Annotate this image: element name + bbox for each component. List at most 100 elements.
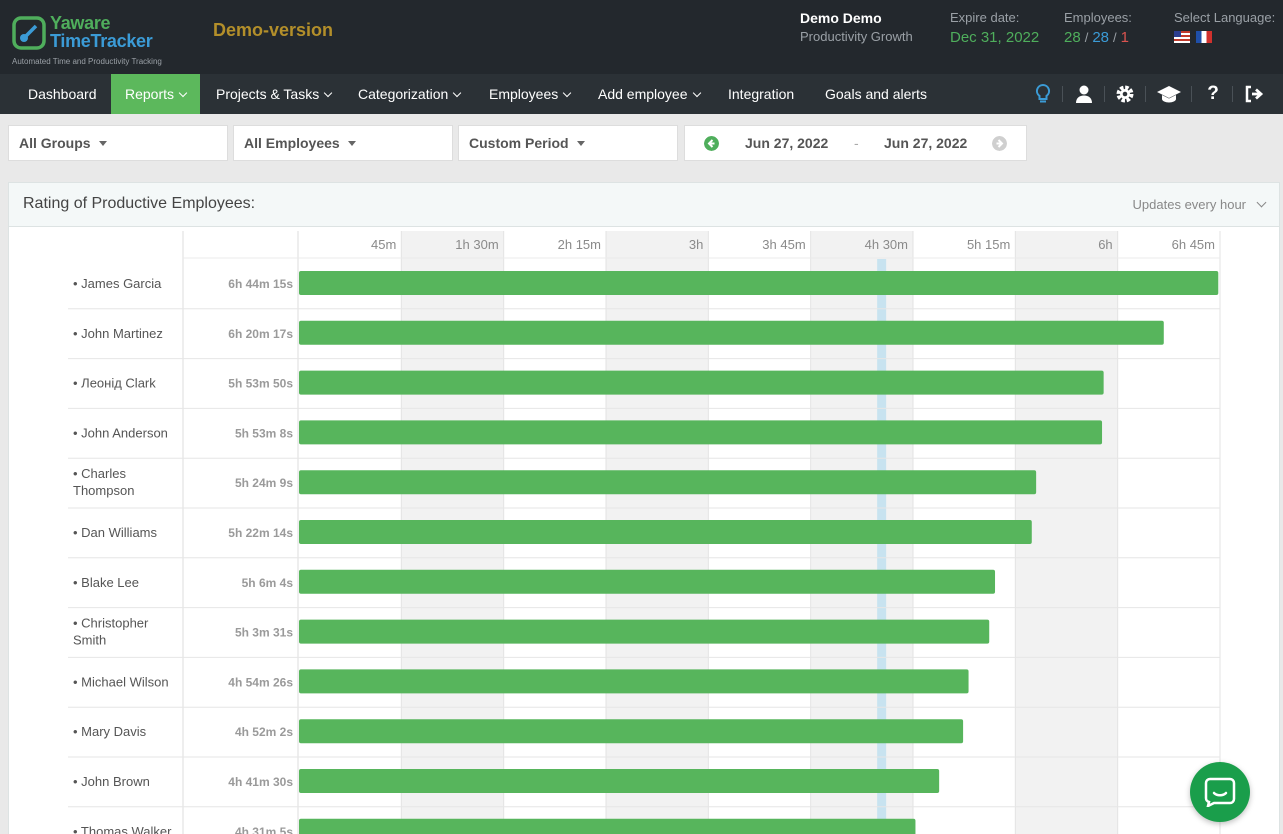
language-label: Select Language: [1174,10,1276,25]
demo-version-label: Demo-version [213,20,334,40]
x-tick-label: 6h 45m [1172,237,1215,252]
time-value-label: 5h 24m 9s [235,476,293,490]
nav-goals-alerts[interactable]: Goals and alerts [811,74,941,114]
x-tick-label: 5h 15m [967,237,1010,252]
flag-fr-icon[interactable] [1196,31,1212,43]
nav-dashboard[interactable]: Dashboard [14,74,111,114]
nav-categorization-label: Categorization [358,86,449,102]
employees-select-label: All Employees [244,135,340,151]
employees-inactive: 1 [1120,29,1129,46]
nav-reports[interactable]: Reports [111,74,201,114]
employee-name: • John Martinez [73,326,163,341]
groups-select[interactable]: All Groups [8,125,228,161]
productivity-bar [299,271,1219,295]
employee-name: • John Anderson [73,425,168,440]
main-nav: Dashboard Reports Projects & Tasks Categ… [0,74,1283,114]
productivity-bar [299,818,916,834]
nav-dashboard-label: Dashboard [28,86,97,102]
graduation-cap-icon[interactable] [1155,82,1183,106]
time-value-label: 5h 3m 31s [235,626,293,640]
employees-total: 28 [1092,29,1109,46]
next-date-icon[interactable] [992,136,1007,151]
chevron-down-icon [1256,197,1267,208]
chat-button[interactable] [1190,762,1250,822]
employee-name: • Blake Lee [73,575,139,590]
date-to[interactable]: Jun 27, 2022 [884,135,968,151]
time-value-label: 4h 41m 30s [228,775,293,789]
panel-header: Rating of Productive Employees: Updates … [9,183,1279,227]
employee-name: • James Garcia [73,276,162,291]
logout-icon[interactable] [1242,82,1266,106]
nav-integration-label: Integration [728,86,795,102]
lightbulb-icon[interactable] [1031,82,1055,106]
x-tick-label: 45m [371,237,396,252]
employee-name: • Леонід Clark [73,376,156,391]
time-value-label: 6h 44m 15s [228,277,293,291]
date-separator: - [854,135,859,151]
employees-select[interactable]: All Employees [233,125,453,161]
x-tick-label: 6h [1098,237,1112,252]
nav-categorization[interactable]: Categorization [344,74,474,114]
time-value-label: 5h 53m 50s [228,377,293,391]
time-value-label: 6h 20m 17s [228,327,293,341]
nav-reports-label: Reports [125,86,175,102]
nav-employees[interactable]: Employees [475,74,584,114]
period-select-label: Custom Period [469,135,569,151]
productivity-bar [299,320,1164,345]
top-header: Yaware TimeTracker Automated Time and Pr… [0,0,1283,74]
logo-icon [12,16,46,50]
logo-line2: TimeTracker [50,31,153,51]
user-role: Productivity Growth [800,29,913,44]
employees-sep: / [1084,30,1089,45]
panel-title: Rating of Productive Employees: [23,195,256,212]
nav-goals-label: Goals and alerts [825,86,927,102]
chevron-down-icon [692,88,701,98]
date-from[interactable]: Jun 27, 2022 [745,135,829,151]
logo-subtitle: Automated Time and Productivity Tracking [12,57,162,66]
expire-value: Dec 31, 2022 [950,29,1040,46]
gear-icon[interactable] [1113,82,1137,106]
expire-label: Expire date: [950,10,1020,25]
productivity-bar [299,420,1103,445]
caret-down-icon [347,141,356,146]
prev-date-icon[interactable] [704,136,719,151]
employee-name: • Charles Thompson [73,466,134,498]
chevron-down-icon [323,88,333,98]
logo-text: Yaware TimeTracker [50,14,190,50]
period-select[interactable]: Custom Period [458,125,678,161]
updates-label: Updates every hour [1132,197,1246,212]
employees-active: 28 [1064,29,1081,46]
employees-count: Employees: 28/28/1 [1064,10,1132,46]
employee-name: • Thomas Walker [73,824,172,834]
updates-toggle[interactable]: Updates every hour [1132,197,1267,212]
productivity-bar [299,520,1032,544]
employee-name: • Michael Wilson [73,674,169,689]
caret-down-icon [98,141,107,146]
time-value-label: 4h 54m 26s [228,675,293,689]
nav-integration[interactable]: Integration [714,74,808,114]
flag-us-icon[interactable] [1174,31,1190,43]
employee-name: • John Brown [73,774,150,789]
time-value-label: 4h 52m 2s [235,725,293,739]
nav-projects-tasks[interactable]: Projects & Tasks [202,74,345,114]
employee-name: • Dan Williams [73,525,158,540]
nav-projects-label: Projects & Tasks [216,86,320,102]
nav-add-employee-label: Add employee [598,86,688,102]
x-tick-label: 2h 15m [558,237,601,252]
help-icon[interactable]: ? [1207,83,1219,104]
time-value-label: 4h 31m 5s [235,825,293,834]
employee-name: • Mary Davis [73,724,147,739]
employee-name: • Christopher Smith [73,616,149,648]
nav-add-employee[interactable]: Add employee [584,74,714,114]
chevron-down-icon [563,88,572,98]
language-select: Select Language: [1174,10,1275,43]
chat-icon [1204,777,1236,807]
expire-date: Expire date: Dec 31, 2022 [950,10,1039,46]
x-tick-label: 3h 45m [762,237,805,252]
user-icon[interactable] [1072,82,1096,106]
x-tick-label: 3h [689,237,703,252]
productivity-bar [299,569,996,594]
employees-sep-2: / [1113,30,1117,45]
user-info[interactable]: Demo Demo Productivity Growth [800,10,913,44]
